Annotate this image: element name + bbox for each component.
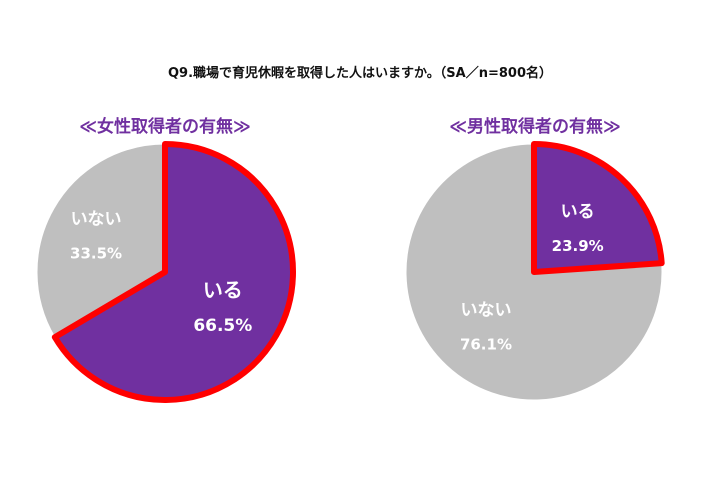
female-slice-label-no: いない	[71, 210, 122, 230]
male-slice-no	[405, 143, 663, 401]
female-slice-yes	[51, 141, 296, 403]
female-slice-label-yes: いる	[203, 278, 243, 302]
male-slice-value-no: 76.1%	[460, 335, 512, 353]
female-slice-value-no: 33.5%	[70, 245, 122, 263]
male-pie-heading: ≪男性取得者の有無≫	[449, 117, 621, 137]
male-slice-value-yes: 23.9%	[552, 237, 604, 255]
male-slice-yes	[531, 141, 665, 275]
male-slice-label-yes: いる	[561, 202, 595, 222]
female-pie-heading: ≪女性取得者の有無≫	[79, 117, 251, 137]
female-slice-value-yes: 66.5%	[193, 316, 252, 336]
chart-title: Q9.職場で育児休暇を取得した人はいますか。（SA／n=800名）	[168, 66, 552, 81]
male-slice-label-no: いない	[460, 300, 511, 320]
